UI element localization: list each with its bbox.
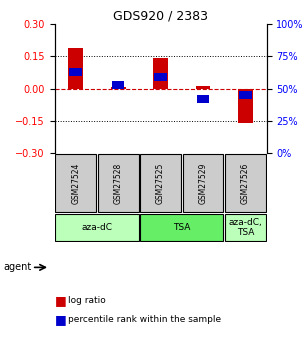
Bar	[238, 89, 253, 123]
Text: aza-dC,
TSA: aza-dC, TSA	[228, 218, 262, 237]
FancyBboxPatch shape	[55, 154, 96, 212]
Text: GSM27528: GSM27528	[114, 162, 123, 204]
Text: log ratio: log ratio	[68, 296, 106, 305]
FancyBboxPatch shape	[225, 214, 266, 241]
Text: ■: ■	[55, 294, 66, 307]
Bar	[69, 68, 82, 76]
FancyBboxPatch shape	[225, 154, 266, 212]
Text: GSM27525: GSM27525	[156, 162, 165, 204]
Text: TSA: TSA	[173, 223, 191, 232]
FancyBboxPatch shape	[140, 214, 223, 241]
Text: GSM27526: GSM27526	[241, 162, 250, 204]
Text: percentile rank within the sample: percentile rank within the sample	[68, 315, 221, 324]
Title: GDS920 / 2383: GDS920 / 2383	[113, 10, 208, 23]
Text: aza-dC: aza-dC	[82, 223, 112, 232]
Bar	[197, 95, 209, 103]
Text: agent: agent	[3, 263, 31, 272]
FancyBboxPatch shape	[55, 214, 138, 241]
Bar	[153, 59, 168, 89]
Bar	[111, 88, 126, 89]
Bar	[112, 81, 125, 89]
Bar	[154, 73, 167, 81]
Bar	[68, 48, 83, 89]
Text: ■: ■	[55, 313, 66, 326]
Bar	[196, 86, 210, 89]
Text: GSM27529: GSM27529	[198, 162, 208, 204]
FancyBboxPatch shape	[140, 154, 181, 212]
FancyBboxPatch shape	[183, 154, 223, 212]
Text: GSM27524: GSM27524	[71, 162, 80, 204]
FancyBboxPatch shape	[98, 154, 138, 212]
Bar	[239, 91, 252, 99]
